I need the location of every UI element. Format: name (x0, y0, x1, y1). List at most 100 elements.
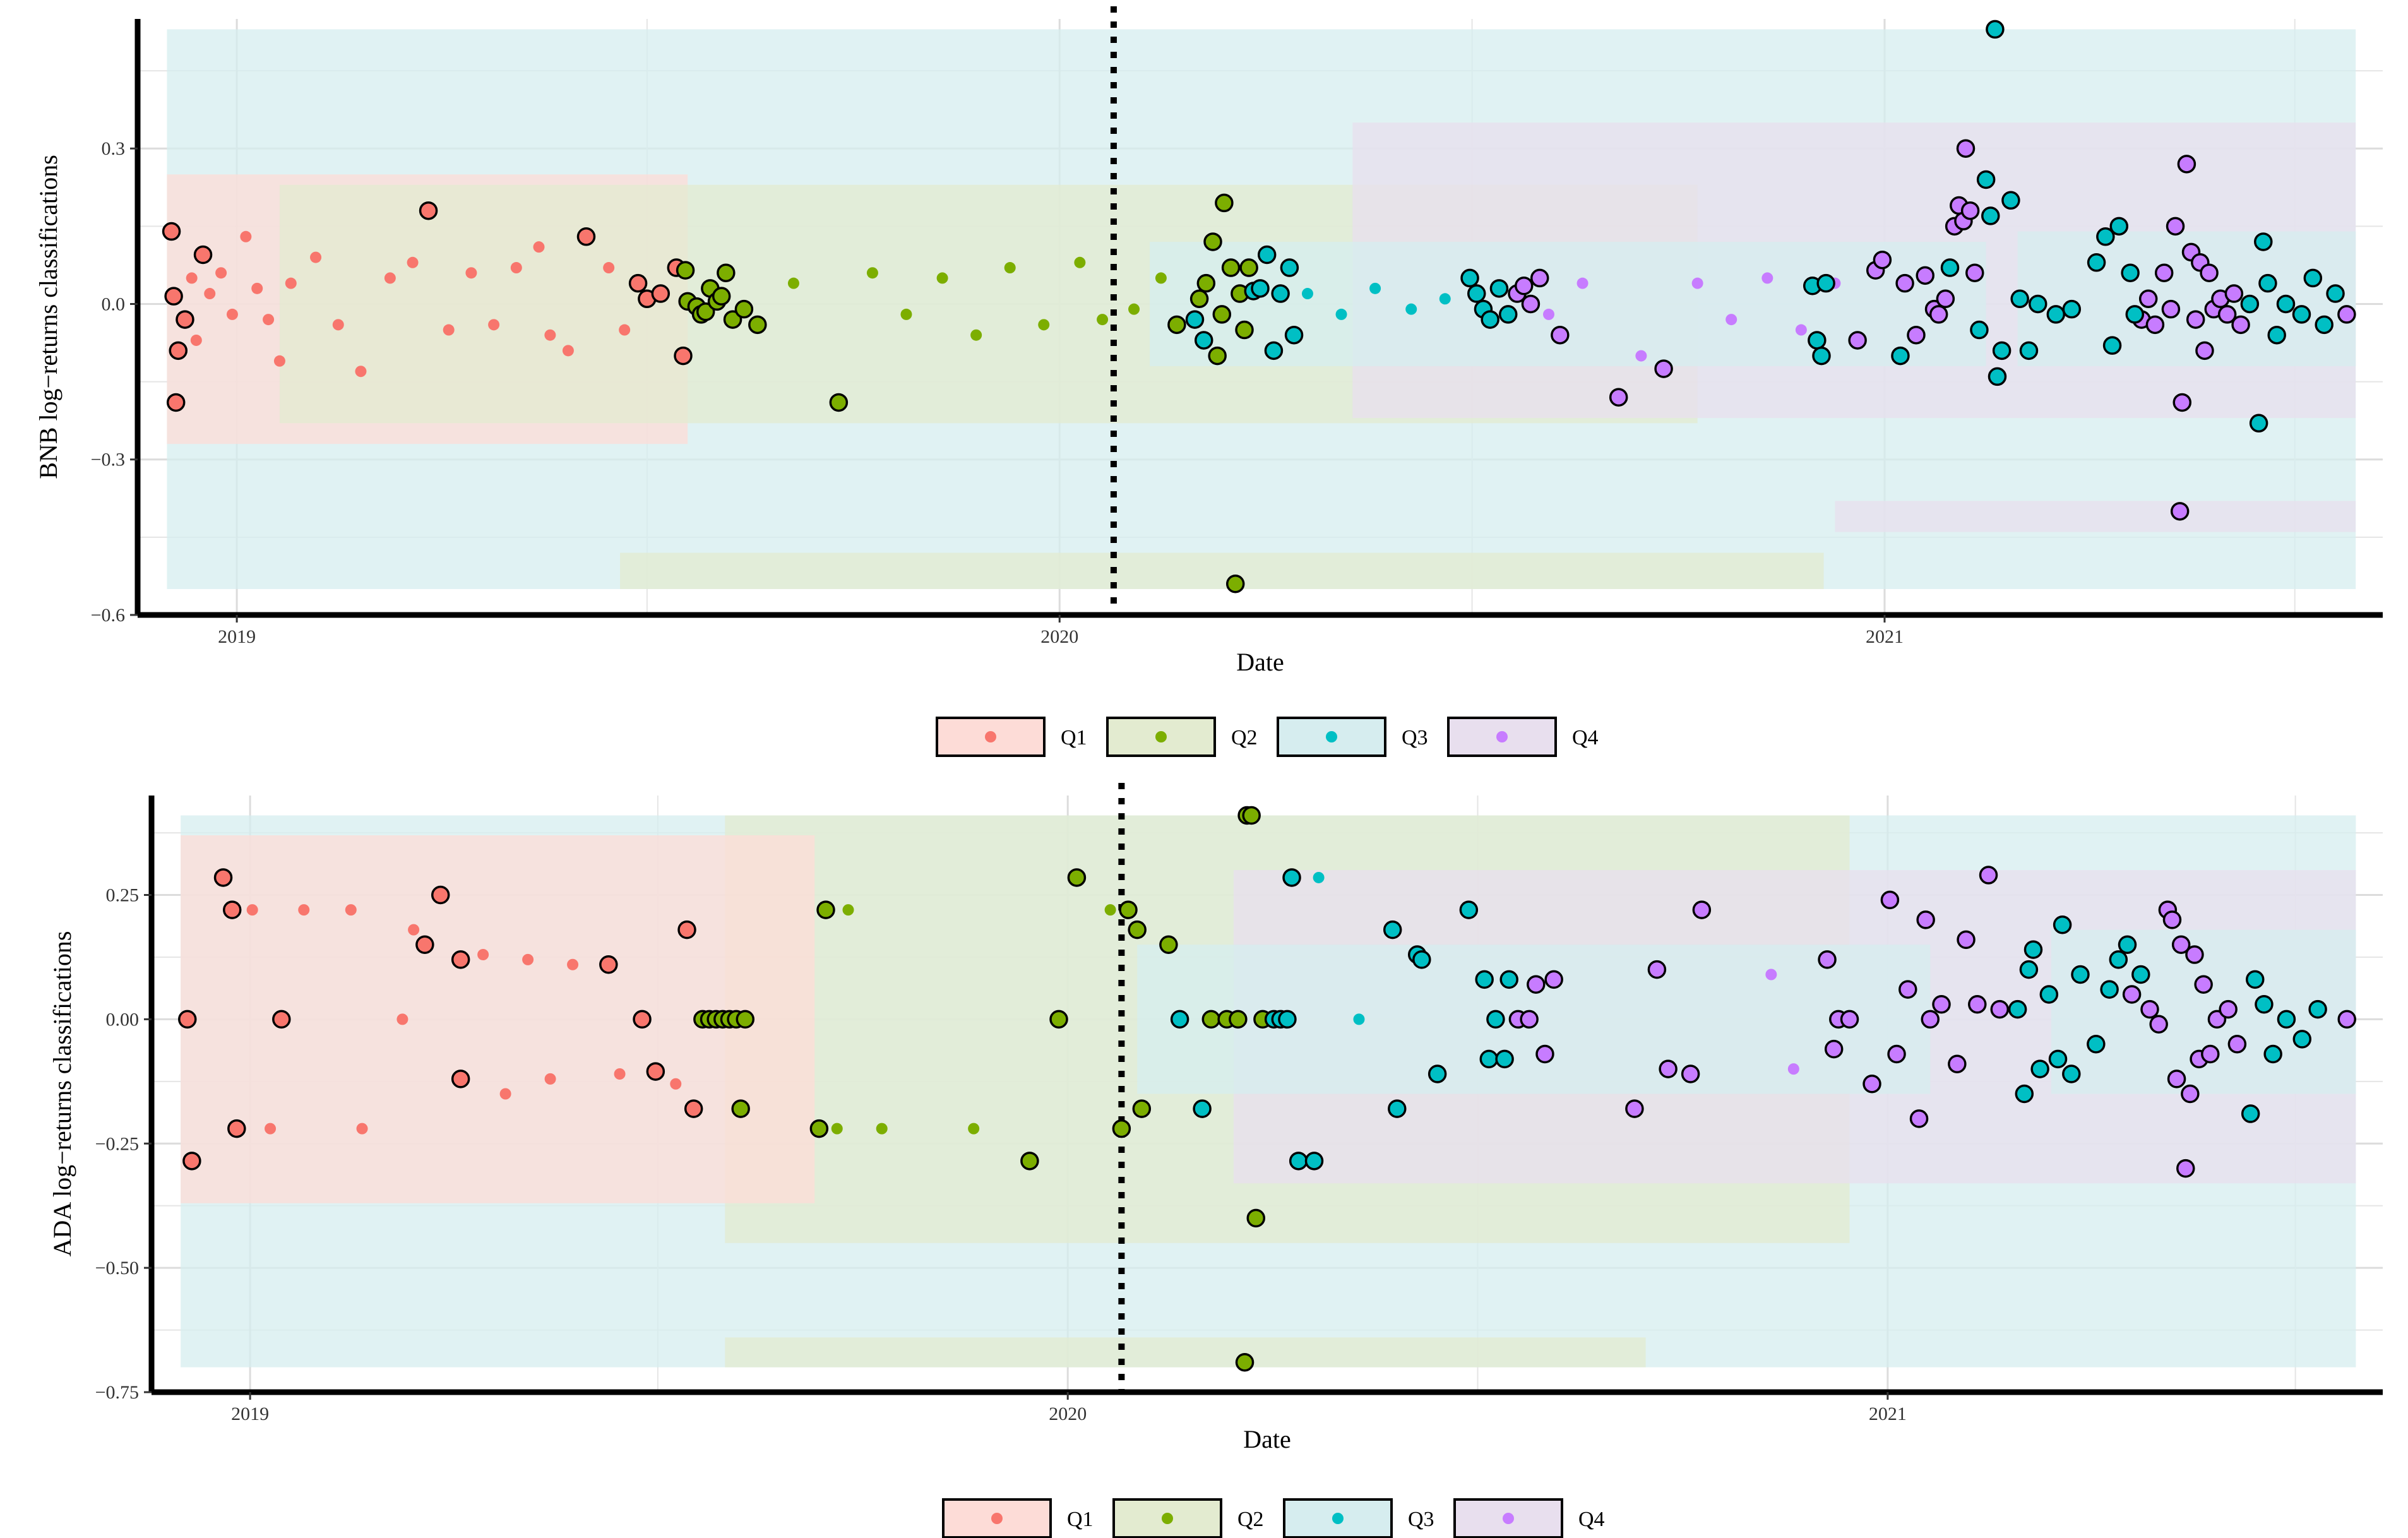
point-q2-outlined (1159, 935, 1178, 954)
point-q1 (246, 904, 258, 916)
point-q3-outlined (1459, 900, 1479, 919)
point-q4-outlined (2122, 985, 2142, 1004)
point-q4-outlined (1887, 1044, 1906, 1064)
point-q3-outlined (2019, 960, 2039, 979)
point-q2-outlined (1203, 232, 1222, 251)
point-q3-outlined (2109, 950, 2128, 969)
point-q2-outlined (1201, 1010, 1221, 1029)
point-q3-outlined (2024, 940, 2043, 959)
point-q4-outlined (2138, 289, 2158, 309)
point-q4-outlined (2186, 310, 2205, 329)
x-tick-label: 2019 (231, 1404, 269, 1424)
point-q2-outlined (1235, 1353, 1255, 1372)
point-q2-outlined (1132, 1099, 1152, 1118)
point-q2-outlined (748, 315, 767, 335)
point-q1 (619, 324, 631, 336)
x-tick-label: 2020 (1049, 1404, 1087, 1424)
legend-dot-q2 (1155, 731, 1167, 742)
point-q4-outlined (1848, 331, 1867, 350)
point-q1-outlined (164, 287, 183, 306)
point-q3-outlined (1170, 1010, 1189, 1029)
point-q1 (407, 256, 419, 268)
point-q4-outlined (2181, 1084, 2200, 1104)
x-tick-label: 2021 (1866, 626, 1904, 647)
point-q2 (787, 277, 799, 289)
point-q3 (1439, 293, 1451, 305)
point-q1 (533, 241, 545, 253)
point-q4-outlined (1681, 1064, 1700, 1083)
point-q3-outlined (1816, 273, 1835, 293)
point-q3-outlined (1460, 268, 1479, 288)
point-q4-outlined (2173, 393, 2191, 412)
point-q1-outlined (451, 950, 470, 969)
legend-dot-q3 (1326, 731, 1337, 742)
point-q3-outlined (2096, 227, 2115, 246)
legend-dot-q1 (991, 1513, 1003, 1524)
point-q4-outlined (2224, 284, 2244, 303)
x-axis-title: Date (1236, 648, 1284, 676)
legend-dot-q2 (1162, 1513, 1173, 1524)
point-q2-outlined (1112, 1119, 1131, 1138)
point-q2 (968, 1123, 980, 1135)
point-q1-outlined (633, 1010, 652, 1029)
point-q3-outlined (1976, 170, 1996, 189)
point-q3-outlined (1194, 331, 1213, 350)
point-q1 (670, 1078, 682, 1090)
point-q1 (356, 1123, 368, 1135)
point-q1 (544, 1073, 556, 1085)
point-q1 (544, 329, 556, 341)
point-q3-outlined (1499, 970, 1518, 989)
point-q3-outlined (1988, 367, 2007, 386)
y-tick-label: −0.25 (95, 1133, 139, 1154)
point-q3-outlined (1970, 320, 1989, 340)
point-q3 (1301, 288, 1313, 300)
point-q4-outlined (2337, 1010, 2356, 1029)
point-q2-outlined (1225, 574, 1245, 593)
legend-label-q1: Q1 (1061, 726, 1087, 749)
point-q3-outlined (2303, 268, 2323, 288)
point-q4-outlined (1907, 325, 1926, 345)
point-q3-outlined (2254, 232, 2273, 251)
point-q4-outlined (1898, 980, 1917, 999)
point-q4-outlined (1530, 268, 1549, 288)
point-q4 (1761, 272, 1773, 284)
y-tick-label: 0.00 (106, 1009, 140, 1030)
point-q2-outlined (1196, 273, 1216, 293)
point-q2 (842, 904, 854, 916)
point-q4-outlined (1609, 388, 1628, 407)
point-q1 (186, 272, 198, 284)
point-q3-outlined (2255, 995, 2274, 1014)
point-q3-outlined (2071, 965, 2090, 984)
point-q3-outlined (2258, 273, 2277, 293)
point-q3 (1335, 308, 1347, 320)
point-q1 (273, 355, 285, 367)
point-q4-outlined (1873, 250, 1892, 270)
x-tick-label: 2020 (1040, 626, 1078, 647)
point-q1-outlined (419, 201, 438, 220)
point-q2 (1104, 904, 1116, 916)
point-q1 (522, 953, 534, 965)
point-q3-outlined (2292, 305, 2311, 324)
point-q2 (1155, 272, 1167, 284)
y-axis-title: BNB log−returns classifications (34, 155, 63, 479)
point-q4-outlined (1956, 139, 1976, 158)
y-tick-label: 0.0 (102, 294, 126, 314)
point-q3-outlined (2249, 414, 2268, 433)
point-q3-outlined (1271, 284, 1290, 303)
point-q2-outlined (1246, 1208, 1266, 1228)
point-q2-outlined (734, 299, 754, 319)
point-q1-outlined (677, 920, 696, 939)
point-q4-outlined (2227, 1035, 2247, 1054)
point-q4-outlined (2167, 1070, 2186, 1088)
point-q4-outlined (1960, 201, 1980, 220)
point-q4-outlined (2219, 999, 2238, 1019)
point-q2-outlined (1049, 1010, 1068, 1029)
point-q3-outlined (1185, 310, 1205, 329)
point-q1 (240, 230, 252, 242)
point-q3-outlined (1812, 346, 1831, 366)
point-q1-outlined (684, 1099, 703, 1118)
point-q4-outlined (1692, 900, 1712, 919)
point-q4-outlined (2195, 341, 2214, 361)
point-q1-outlined (162, 222, 181, 241)
legend-dot-q4 (1496, 731, 1508, 742)
